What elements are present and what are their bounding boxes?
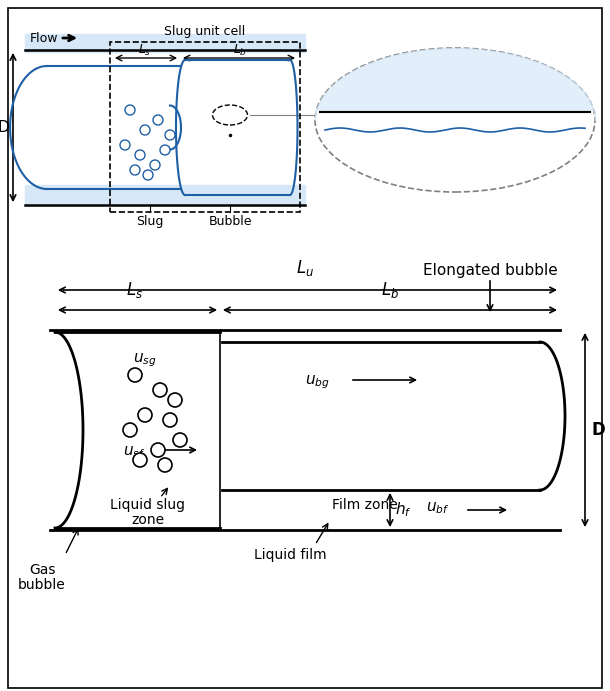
- Text: $v_b$: $v_b$: [497, 146, 510, 158]
- Text: Slug unit cell: Slug unit cell: [164, 25, 246, 38]
- Circle shape: [168, 393, 182, 407]
- Circle shape: [120, 140, 130, 150]
- Text: Elongated bubble: Elongated bubble: [423, 263, 558, 278]
- Text: $u_{sg}$: $u_{sg}$: [133, 351, 157, 369]
- Circle shape: [158, 458, 172, 472]
- Circle shape: [153, 383, 167, 397]
- Circle shape: [143, 170, 153, 180]
- Text: Liquid: Liquid: [540, 115, 574, 125]
- Text: $\tau_{w_f}$: $\tau_{w_f}$: [458, 86, 476, 99]
- Text: $u_{bf}$: $u_{bf}$: [426, 500, 450, 516]
- Text: $h_f$: $h_f$: [395, 501, 412, 520]
- Text: $L_b$: $L_b$: [233, 42, 247, 57]
- Circle shape: [173, 433, 187, 447]
- Bar: [25, 185, 305, 203]
- Text: Bubble: Bubble: [208, 215, 252, 228]
- Ellipse shape: [315, 48, 595, 192]
- Circle shape: [135, 150, 145, 160]
- Circle shape: [151, 443, 165, 457]
- Circle shape: [138, 408, 152, 422]
- Text: bubble: bubble: [18, 578, 66, 592]
- Circle shape: [163, 413, 177, 427]
- Text: $L_s$: $L_s$: [126, 280, 143, 300]
- Text: $v_f$: $v_f$: [497, 114, 509, 126]
- Text: Gas: Gas: [29, 563, 56, 577]
- Text: $u_{bg}$: $u_{bg}$: [305, 373, 330, 391]
- Text: $\tau_{i_f}$: $\tau_{i_f}$: [458, 133, 472, 146]
- Text: Liquid film: Liquid film: [254, 548, 326, 562]
- Circle shape: [153, 115, 163, 125]
- Circle shape: [140, 125, 150, 135]
- Text: Vapor: Vapor: [540, 147, 572, 157]
- Text: D: D: [0, 120, 9, 135]
- Text: Slug: Slug: [136, 215, 163, 228]
- Circle shape: [128, 368, 142, 382]
- Text: $L_b$: $L_b$: [381, 280, 399, 300]
- Text: D: D: [591, 421, 605, 439]
- Text: Film zone: Film zone: [332, 498, 398, 512]
- Circle shape: [150, 160, 160, 170]
- Text: zone: zone: [131, 513, 165, 527]
- Text: $h_f$: $h_f$: [317, 114, 330, 128]
- Text: Liquid slug: Liquid slug: [110, 498, 185, 512]
- Circle shape: [123, 423, 137, 437]
- FancyBboxPatch shape: [8, 8, 602, 688]
- Text: $u_{sf}$: $u_{sf}$: [123, 444, 145, 460]
- Ellipse shape: [212, 105, 248, 125]
- Circle shape: [160, 145, 170, 155]
- Text: Flow: Flow: [30, 32, 59, 44]
- Text: $L_u$: $L_u$: [296, 258, 314, 278]
- Circle shape: [165, 130, 175, 140]
- Circle shape: [133, 453, 147, 467]
- Text: $\tau_{i_b}$: $\tau_{i_b}$: [409, 122, 423, 135]
- Bar: [25, 34, 305, 52]
- Circle shape: [125, 105, 135, 115]
- Circle shape: [130, 165, 140, 175]
- Text: $L_s$: $L_s$: [138, 42, 152, 57]
